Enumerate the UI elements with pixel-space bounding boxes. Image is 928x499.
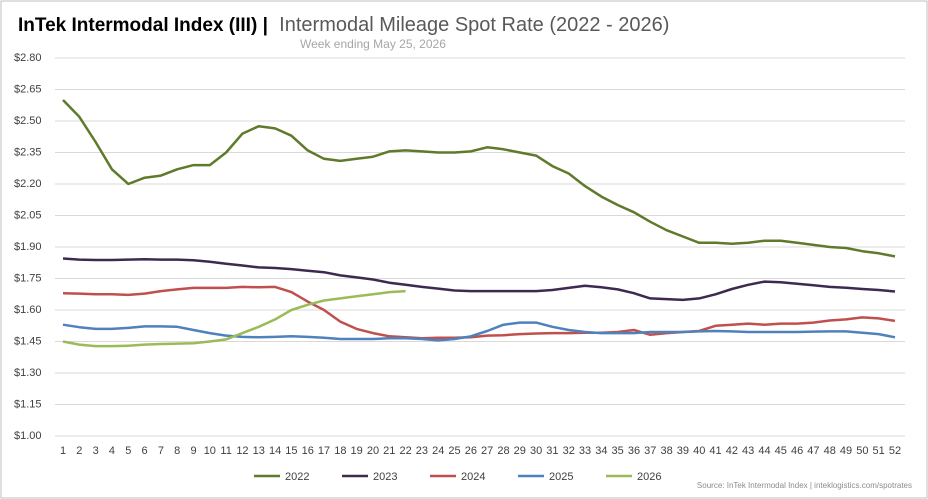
legend-label: 2025: [549, 471, 573, 483]
x-tick-label: 11: [220, 445, 231, 457]
x-tick-label: 1: [60, 445, 66, 457]
x-tick-label: 3: [93, 445, 99, 457]
y-tick-label: $1.75: [14, 272, 42, 284]
legend-label: 2026: [637, 471, 661, 483]
y-tick-label: $1.30: [14, 367, 42, 379]
series-line: [62, 321, 896, 342]
x-tick-label: 39: [677, 445, 689, 457]
x-tick-label: 13: [253, 445, 265, 457]
x-tick-label: 16: [302, 445, 314, 457]
x-tick-label: 37: [644, 445, 656, 457]
x-tick-label: 42: [726, 445, 738, 457]
chart-title: InTek Intermodal Index (III) | Intermoda…: [18, 14, 669, 36]
x-tick-label: 9: [190, 445, 196, 457]
x-tick-label: 15: [285, 445, 297, 457]
x-tick-label: 28: [497, 445, 509, 457]
y-tick-label: $2.35: [14, 146, 42, 158]
x-tick-label: 38: [660, 445, 672, 457]
title-prefix: InTek Intermodal Index (III) |: [18, 15, 268, 36]
x-tick-label: 32: [563, 445, 575, 457]
x-tick-label: 8: [174, 445, 180, 457]
x-tick-label: 51: [873, 445, 885, 457]
x-tick-label: 41: [709, 445, 721, 457]
series-line: [62, 257, 896, 302]
x-tick-label: 19: [351, 445, 363, 457]
x-tick-label: 14: [269, 445, 281, 457]
x-tick-label: 44: [758, 445, 770, 457]
x-tick-label: 33: [579, 445, 591, 457]
x-tick-label: 4: [109, 445, 115, 457]
x-tick-label: 25: [448, 445, 460, 457]
x-tick-label: 18: [334, 445, 346, 457]
series-line: [62, 289, 406, 348]
x-tick-label: 5: [125, 445, 131, 457]
x-tick-label: 17: [318, 445, 330, 457]
x-tick-label: 24: [432, 445, 444, 457]
x-tick-label: 21: [383, 445, 395, 457]
x-tick-label: 48: [824, 445, 836, 457]
x-tick-label: 40: [693, 445, 705, 457]
title-main: Intermodal Mileage Spot Rate (2022 - 202…: [279, 14, 669, 36]
x-tick-label: 30: [530, 445, 542, 457]
x-tick-label: 36: [628, 445, 640, 457]
x-tick-label: 27: [481, 445, 493, 457]
x-tick-label: 45: [775, 445, 787, 457]
series-line: [62, 99, 896, 258]
y-tick-label: $1.00: [14, 430, 42, 442]
legend-label: 2023: [373, 471, 397, 483]
y-tick-label: $2.20: [14, 178, 42, 190]
y-tick-label: $2.05: [14, 209, 42, 221]
legend-label: 2024: [461, 471, 485, 483]
series-line: [62, 285, 896, 340]
x-tick-label: 35: [612, 445, 624, 457]
y-tick-label: $1.15: [14, 398, 42, 410]
x-tick-label: 23: [416, 445, 428, 457]
x-tick-label: 6: [142, 445, 148, 457]
x-tick-label: 10: [204, 445, 216, 457]
x-tick-label: 22: [399, 445, 411, 457]
x-tick-label: 43: [742, 445, 754, 457]
x-tick-label: 29: [514, 445, 526, 457]
x-tick-label: 52: [889, 445, 901, 457]
x-tick-label: 12: [236, 445, 248, 457]
legend-label: 2022: [285, 471, 309, 483]
x-tick-label: 26: [465, 445, 477, 457]
y-tick-label: $1.45: [14, 335, 42, 347]
y-tick-label: $2.65: [14, 83, 42, 95]
x-tick-label: 31: [546, 445, 558, 457]
x-tick-label: 49: [840, 445, 852, 457]
x-tick-label: 2: [76, 445, 82, 457]
y-tick-label: $1.60: [14, 304, 42, 316]
x-tick-label: 7: [158, 445, 164, 457]
x-tick-label: 20: [367, 445, 379, 457]
y-tick-label: $2.50: [14, 115, 42, 127]
y-tick-label: $1.90: [14, 241, 42, 253]
subtitle: Week ending May 25, 2026: [300, 37, 446, 51]
x-tick-label: 46: [791, 445, 803, 457]
x-tick-label: 50: [856, 445, 868, 457]
x-tick-label: 34: [595, 445, 607, 457]
y-tick-label: $2.80: [14, 52, 42, 64]
x-tick-label: 47: [807, 445, 819, 457]
source: Source: InTek Intermodal Index | inteklo…: [697, 481, 912, 490]
